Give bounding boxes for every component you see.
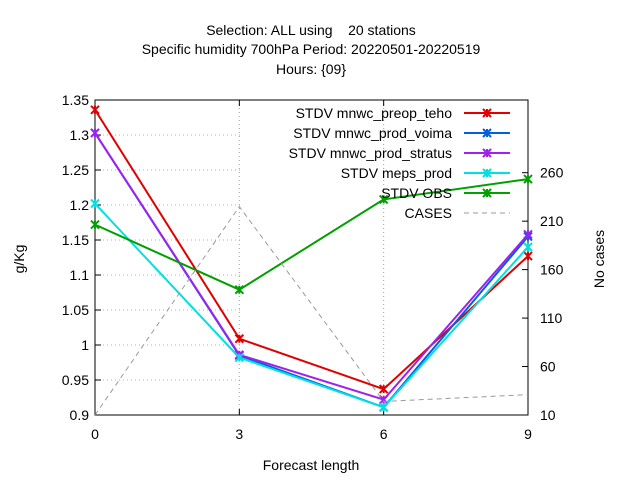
legend-item: CASES <box>405 205 510 221</box>
legend-label: CASES <box>405 205 452 221</box>
data-point <box>378 194 389 205</box>
y-tick-label: 1.05 <box>62 302 89 318</box>
title-line-3: Hours: {09} <box>276 61 346 77</box>
series-line <box>94 132 529 401</box>
legend-marker <box>482 128 492 138</box>
data-point <box>234 333 245 344</box>
data-point <box>90 198 100 209</box>
y-tick-label: 1.25 <box>62 162 89 178</box>
legend-item: STDV mnwc_prod_voima <box>293 125 510 141</box>
y-tick-label: 1.15 <box>62 232 89 248</box>
legend-marker <box>482 148 492 158</box>
y-tick-label: 1.3 <box>70 127 90 143</box>
legend-item: STDV OBS <box>381 185 510 201</box>
data-point <box>234 284 245 295</box>
y-tick-label: 0.9 <box>70 407 90 423</box>
y-tick-label: 0.95 <box>62 372 89 388</box>
x-tick-label: 3 <box>235 426 243 442</box>
y2-tick-label: 10 <box>540 407 556 423</box>
data-point <box>90 128 100 138</box>
y-tick-label: 1.1 <box>70 267 90 283</box>
x-axis-label: Forecast length <box>263 457 360 473</box>
y2-tick-label: 260 <box>540 165 564 181</box>
data-point <box>90 105 100 115</box>
y2-axis-label: No cases <box>591 230 607 288</box>
y-tick-label: 1.35 <box>62 92 89 108</box>
legend: STDV mnwc_preop_teho STDV mnwc_prod_voima… <box>289 105 510 221</box>
legend-label: STDV OBS <box>381 185 452 201</box>
series-line <box>94 178 529 291</box>
grid <box>95 100 385 415</box>
y2-tick-label: 160 <box>540 262 564 278</box>
series-stdv-mnwc-prod-stratus <box>90 128 533 405</box>
legend-marker <box>482 188 492 198</box>
series-line <box>94 205 529 416</box>
title-line-1: Selection: ALL using 20 stations <box>206 22 416 38</box>
data-point <box>234 352 245 363</box>
chart-title: Selection: ALL using 20 stations Specifi… <box>142 22 481 77</box>
series-line <box>94 202 529 409</box>
legend-label: STDV mnwc_prod_voima <box>293 125 452 141</box>
data-point <box>90 219 100 230</box>
legend-marker <box>482 168 492 178</box>
data-point <box>523 242 533 252</box>
series-cases <box>94 205 529 416</box>
legend-label: STDV mnwc_prod_stratus <box>289 145 452 161</box>
legend-item: STDV mnwc_preop_teho <box>296 105 510 121</box>
data-point <box>378 394 389 405</box>
series-line <box>94 132 529 409</box>
series-stdv-meps-prod <box>90 198 533 413</box>
legend-item: STDV meps_prod <box>341 165 510 181</box>
data-point <box>523 229 533 240</box>
legend-label: STDV meps_prod <box>341 165 452 181</box>
data-point <box>523 174 533 184</box>
x-tick-label: 6 <box>380 426 388 442</box>
x-tick-label: 9 <box>524 426 532 442</box>
legend-item: STDV mnwc_prod_stratus <box>289 145 510 161</box>
data-point <box>523 251 533 261</box>
y2-tick-label: 110 <box>540 310 563 326</box>
axes: 0.90.9511.051.11.151.21.251.31.351060110… <box>62 92 564 442</box>
y-tick-label: 1 <box>81 337 89 353</box>
data-point <box>378 384 389 394</box>
y-tick-label: 1.2 <box>70 197 90 213</box>
legend-marker <box>482 108 492 118</box>
title-line-2: Specific humidity 700hPa Period: 2022050… <box>142 41 481 57</box>
data-point <box>378 402 389 413</box>
x-tick-label: 0 <box>91 426 99 442</box>
y-axis-label: g/Kg <box>11 245 27 274</box>
series-stdv-obs <box>90 174 533 295</box>
legend-label: STDV mnwc_preop_teho <box>296 105 453 121</box>
series <box>90 105 533 416</box>
y2-tick-label: 210 <box>540 213 564 229</box>
y2-tick-label: 60 <box>540 359 556 375</box>
